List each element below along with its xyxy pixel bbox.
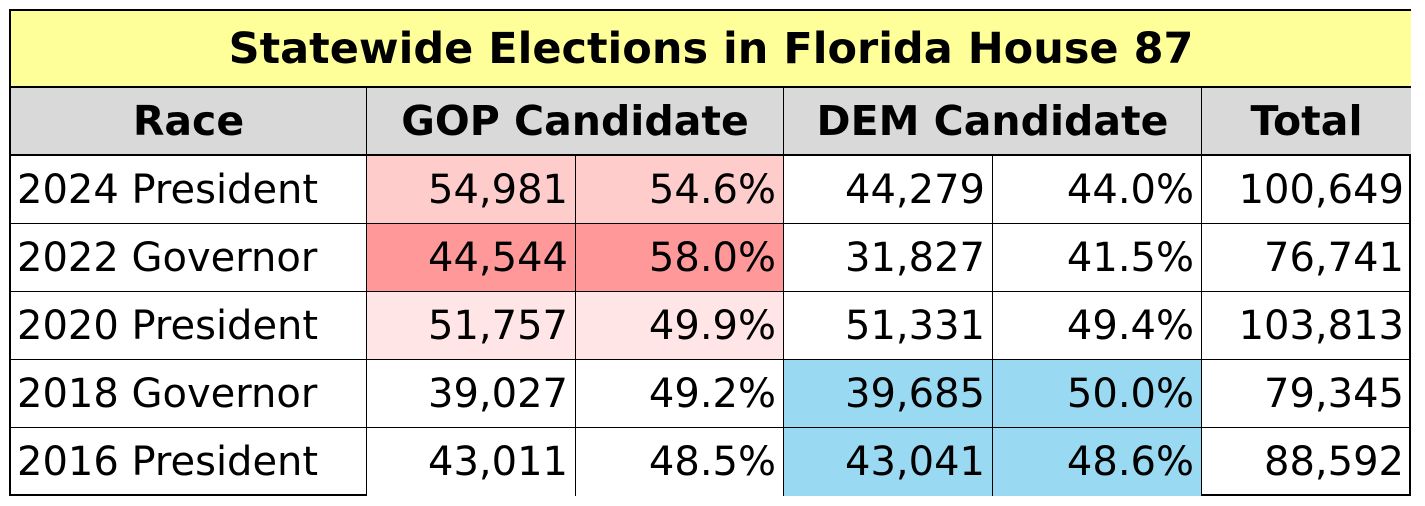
gop-pct-cell: 54.6%: [576, 156, 784, 224]
dem-pct-cell: 48.6%: [993, 428, 1202, 496]
gop-votes-cell: 54,981: [367, 156, 576, 224]
total-cell: 76,741: [1202, 224, 1411, 292]
header-race: Race: [11, 88, 367, 156]
row-race: 2018 Governor: [11, 360, 367, 428]
gop-pct-cell: 48.5%: [576, 428, 784, 496]
dem-pct-cell: 49.4%: [993, 292, 1202, 360]
gop-votes-cell: 43,011: [367, 428, 576, 496]
dem-votes-cell: 39,685: [784, 360, 993, 428]
gop-pct-cell: 49.9%: [576, 292, 784, 360]
gop-votes-cell: 39,027: [367, 360, 576, 428]
election-table: Statewide Elections in Florida House 87 …: [9, 9, 1411, 496]
total-cell: 79,345: [1202, 360, 1411, 428]
total-cell: 88,592: [1264, 439, 1404, 485]
dem-votes-cell: 31,827: [784, 224, 993, 292]
header-total: Total: [1202, 88, 1411, 156]
dem-votes-cell: 43,041: [784, 428, 993, 496]
dem-pct-cell: 50.0%: [993, 360, 1202, 428]
row-race: 2020 President: [11, 292, 367, 360]
table-title: Statewide Elections in Florida House 87: [11, 11, 1411, 88]
gop-pct-cell: 58.0%: [576, 224, 784, 292]
header-gop-candidate: GOP Candidate: [367, 88, 784, 156]
gop-pct-cell: 49.2%: [576, 360, 784, 428]
row-race: 2024 President: [11, 156, 367, 224]
total-cell: 103,813: [1202, 292, 1411, 360]
gop-votes-cell: 44,544: [367, 224, 576, 292]
dem-votes-cell: 51,331: [784, 292, 993, 360]
row-race: 2016 President: [11, 428, 367, 496]
total-cell: 100,649: [1202, 156, 1411, 224]
dem-pct-cell: 44.0%: [993, 156, 1202, 224]
gop-votes-cell: 51,757: [367, 292, 576, 360]
dem-votes-cell: 44,279: [784, 156, 993, 224]
dem-pct-cell: 41.5%: [993, 224, 1202, 292]
row-race: 2022 Governor: [11, 224, 367, 292]
header-dem-candidate: DEM Candidate: [784, 88, 1202, 156]
